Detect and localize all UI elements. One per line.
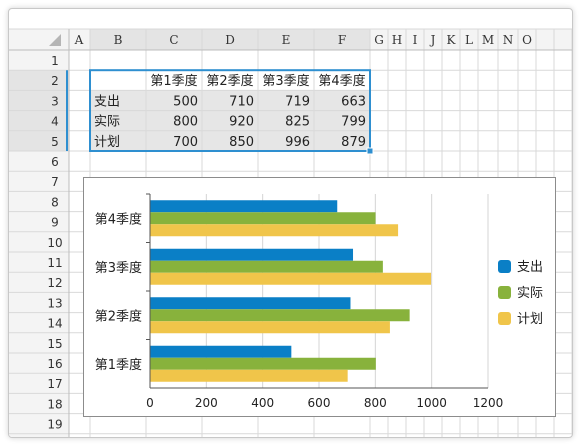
bar-计划[interactable] xyxy=(150,224,399,237)
table-cell-value[interactable]: 879 xyxy=(341,135,366,150)
table-cell-value[interactable]: 719 xyxy=(285,94,310,109)
selected-columns-highlight xyxy=(90,29,370,50)
selection-range[interactable] xyxy=(89,69,371,153)
column-header-m[interactable]: M xyxy=(482,33,494,47)
x-tick-label: 400 xyxy=(251,396,274,410)
table-column-header[interactable]: 第4季度 xyxy=(318,73,365,89)
x-tick-label: 200 xyxy=(195,396,218,410)
bar-计划[interactable] xyxy=(150,272,432,285)
row-header-14[interactable]: 14 xyxy=(47,317,62,331)
row-header-12[interactable]: 12 xyxy=(47,276,62,290)
legend-marker[interactable] xyxy=(498,312,511,325)
row-header-7[interactable]: 7 xyxy=(51,175,59,189)
column-header-f[interactable]: F xyxy=(338,33,346,47)
row-header-4[interactable]: 4 xyxy=(51,115,59,129)
column-header-j[interactable]: J xyxy=(429,33,436,47)
legend-label[interactable]: 实际 xyxy=(517,286,543,301)
table-column-header[interactable]: 第1季度 xyxy=(150,73,197,89)
x-tick-label: 1000 xyxy=(416,396,447,410)
bar-实际[interactable] xyxy=(150,309,410,322)
bar-支出[interactable] xyxy=(150,200,338,213)
bar-支出[interactable] xyxy=(150,345,292,358)
row-header-11[interactable]: 11 xyxy=(47,256,62,270)
table-cell-value[interactable]: 850 xyxy=(229,135,254,150)
table-cell-value[interactable]: 710 xyxy=(229,94,254,109)
spreadsheet-window: A B C D E F G H I J K L M N O 1 2 3 4 5 6 7 8 9 10 11 12 13 14 15 16 17… xyxy=(8,8,573,438)
row-header-5[interactable]: 5 xyxy=(51,135,59,149)
y-category-label: 第3季度 xyxy=(95,260,142,276)
table-cell-value[interactable]: 663 xyxy=(341,94,366,109)
bar-计划[interactable] xyxy=(150,321,390,334)
legend-marker[interactable] xyxy=(498,286,511,299)
table-column-header[interactable]: 第2季度 xyxy=(206,73,253,89)
row-header-18[interactable]: 18 xyxy=(47,397,62,411)
bar-支出[interactable] xyxy=(150,297,351,310)
y-category-label: 第4季度 xyxy=(95,211,142,227)
table-row-label[interactable]: 实际 xyxy=(94,115,120,130)
column-header-c[interactable]: C xyxy=(169,33,178,47)
row-header-13[interactable]: 13 xyxy=(47,296,62,310)
y-category-label: 第2季度 xyxy=(95,308,142,324)
table-row-label[interactable]: 支出 xyxy=(94,94,120,109)
bar-实际[interactable] xyxy=(150,357,376,370)
x-tick-label: 600 xyxy=(308,396,331,410)
row-header-19[interactable]: 19 xyxy=(47,418,62,432)
table-cell-value[interactable]: 500 xyxy=(173,94,198,109)
row-header-10[interactable]: 10 xyxy=(47,236,62,250)
column-header-n[interactable]: N xyxy=(503,33,514,47)
column-header-o[interactable]: O xyxy=(522,33,532,47)
select-all-corner-icon[interactable] xyxy=(49,34,61,46)
row-header-3[interactable]: 3 xyxy=(51,94,59,108)
table-column-header[interactable]: 第3季度 xyxy=(262,73,309,89)
bar-支出[interactable] xyxy=(150,248,354,261)
x-tick-label: 0 xyxy=(146,396,154,410)
table-cell-value[interactable]: 700 xyxy=(173,135,198,150)
table-data-background xyxy=(90,90,370,151)
column-header-a[interactable]: A xyxy=(74,33,84,47)
column-header-l[interactable]: L xyxy=(465,33,473,47)
row-header-15[interactable]: 15 xyxy=(47,337,62,351)
legend-marker[interactable] xyxy=(498,260,511,273)
column-header-k[interactable]: K xyxy=(447,33,457,47)
table-row-label[interactable]: 计划 xyxy=(94,135,120,150)
table-cell-value[interactable]: 825 xyxy=(285,115,310,130)
column-header-i[interactable]: I xyxy=(413,33,418,47)
table-cell-value[interactable]: 996 xyxy=(285,135,310,150)
table-cell-value[interactable]: 800 xyxy=(173,115,198,130)
column-header-h[interactable]: H xyxy=(392,33,402,47)
bar-chart[interactable]: 0 200 400 600 800 1000 1200 第1季度 第2季度 第3季度 第4季度支出实… xyxy=(83,177,556,417)
table-cell-value[interactable]: 920 xyxy=(229,115,254,130)
column-header-d[interactable]: D xyxy=(225,33,235,47)
row-header-9[interactable]: 9 xyxy=(51,216,59,230)
row-header-1[interactable]: 1 xyxy=(51,54,59,68)
x-tick-label: 1200 xyxy=(473,396,504,410)
y-category-label: 第1季度 xyxy=(95,357,142,373)
row-header-17[interactable]: 17 xyxy=(47,377,62,391)
bar-实际[interactable] xyxy=(150,260,383,273)
column-header-b[interactable]: B xyxy=(114,33,123,47)
x-tick-label: 800 xyxy=(364,396,387,410)
row-header-8[interactable]: 8 xyxy=(51,195,59,209)
bar-实际[interactable] xyxy=(150,212,376,225)
legend-label[interactable]: 支出 xyxy=(517,260,543,275)
row-header-6[interactable]: 6 xyxy=(51,155,59,169)
column-header-g[interactable]: G xyxy=(374,33,384,47)
fill-handle[interactable] xyxy=(366,147,374,155)
column-header-e[interactable]: E xyxy=(282,33,291,47)
chart-canvas: 0 200 400 600 800 1000 1200 第1季度 第2季度 第3季度 第4季度支出实… xyxy=(95,193,543,410)
row-header-2[interactable]: 2 xyxy=(51,74,59,88)
legend-label[interactable]: 计划 xyxy=(517,312,543,327)
row-header-16[interactable]: 16 xyxy=(47,357,62,371)
table-cell-value[interactable]: 799 xyxy=(341,115,366,130)
bar-计划[interactable] xyxy=(150,369,348,382)
